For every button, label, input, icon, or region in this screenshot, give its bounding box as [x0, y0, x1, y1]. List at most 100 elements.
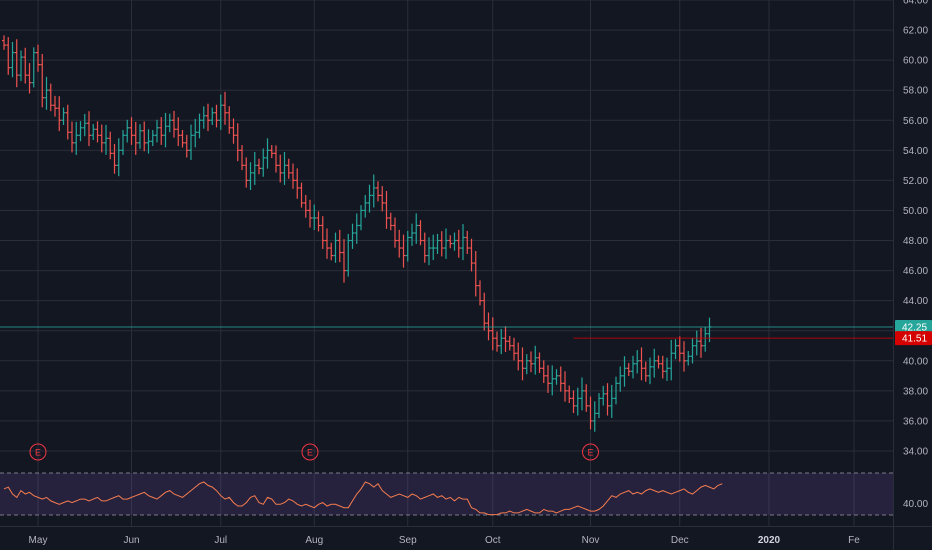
ohlc-bar[interactable]	[184, 134, 189, 158]
ohlc-bar[interactable]	[597, 393, 601, 419]
ohlc-bar[interactable]	[541, 360, 546, 383]
ohlc-bar[interactable]	[567, 385, 572, 404]
ohlc-bar[interactable]	[618, 366, 623, 392]
ohlc-bar[interactable]	[393, 217, 397, 248]
ohlc-bar[interactable]	[312, 204, 317, 231]
ohlc-bar[interactable]	[609, 384, 614, 418]
price-axis[interactable]: 34.0036.0038.0040.0042.0044.0046.0048.00…	[893, 0, 929, 550]
ohlc-bar[interactable]	[108, 131, 113, 160]
ohlc-bar[interactable]	[673, 339, 678, 360]
ohlc-bar[interactable]	[448, 235, 453, 249]
ohlc-bar[interactable]	[27, 63, 32, 94]
ohlc-bar[interactable]	[142, 121, 147, 152]
ohlc-bar[interactable]	[201, 106, 206, 129]
ohlc-bar[interactable]	[656, 355, 661, 369]
ohlc-bar[interactable]	[410, 223, 414, 246]
ohlc-bar[interactable]	[554, 369, 559, 385]
ohlc-bar[interactable]	[452, 232, 457, 251]
ohlc-bar[interactable]	[669, 339, 674, 381]
ohlc-bar[interactable]	[571, 390, 576, 414]
ohlc-bar[interactable]	[601, 385, 606, 406]
ohlc-bar[interactable]	[665, 357, 669, 381]
ohlc-bar[interactable]	[31, 47, 36, 88]
ohlc-bar[interactable]	[648, 357, 652, 385]
ohlc-bar[interactable]	[61, 107, 66, 125]
ohlc-bar[interactable]	[176, 117, 181, 147]
ohlc-bar[interactable]	[14, 39, 19, 88]
ohlc-bar[interactable]	[405, 230, 410, 262]
ohlc-bar[interactable]	[359, 205, 363, 231]
ohlc-bar[interactable]	[431, 234, 436, 261]
ohlc-bar[interactable]	[690, 337, 695, 364]
ohlc-bar[interactable]	[622, 356, 627, 387]
ohlc-bar[interactable]	[363, 194, 368, 218]
ohlc-bar[interactable]	[150, 130, 155, 147]
ohlc-bar[interactable]	[155, 119, 159, 143]
ohlc-bar[interactable]	[274, 145, 278, 173]
ohlc-bar[interactable]	[295, 168, 300, 199]
ohlc-bar[interactable]	[252, 151, 257, 185]
ohlc-bar[interactable]	[520, 347, 525, 381]
ohlc-bar[interactable]	[427, 237, 431, 266]
ohlc-bar[interactable]	[291, 163, 295, 189]
ohlc-bar[interactable]	[316, 211, 321, 232]
ohlc-bar[interactable]	[87, 111, 91, 147]
ohlc-bar[interactable]	[163, 112, 168, 148]
time-axis[interactable]: May Jun Jul Aug Sep Oct Nov Dec 2020 Fe	[0, 526, 932, 547]
ohlc-bar[interactable]	[686, 351, 691, 366]
ohlc-bar[interactable]	[299, 182, 304, 208]
ohlc-bar[interactable]	[329, 242, 334, 261]
ohlc-bar[interactable]	[74, 121, 79, 155]
ohlc-bar[interactable]	[180, 130, 185, 148]
ohlc-bar[interactable]	[660, 355, 665, 379]
ohlc-bar[interactable]	[486, 312, 491, 341]
ohlc-bar[interactable]	[320, 216, 325, 249]
ohlc-bar[interactable]	[265, 138, 270, 169]
ohlc-bar[interactable]	[588, 396, 593, 430]
ohlc-bar[interactable]	[159, 117, 164, 145]
ohlc-bar[interactable]	[558, 366, 563, 392]
ohlc-bar[interactable]	[444, 228, 448, 259]
ohlc-bar[interactable]	[473, 251, 478, 297]
ohlc-bar[interactable]	[40, 53, 45, 108]
ohlc-bar[interactable]	[342, 239, 346, 283]
ohlc-bar[interactable]	[495, 331, 499, 352]
ohlc-bar[interactable]	[499, 328, 504, 355]
ohlc-bar[interactable]	[19, 50, 23, 82]
ohlc-bar[interactable]	[367, 184, 372, 213]
ohlc-bar[interactable]	[36, 44, 40, 72]
ohlc-bar[interactable]	[350, 223, 355, 249]
ohlc-bar[interactable]	[48, 83, 53, 112]
ohlc-bar[interactable]	[269, 145, 274, 159]
ohlc-bar[interactable]	[533, 345, 538, 375]
ohlc-bar[interactable]	[227, 106, 232, 134]
ohlc-bar[interactable]	[223, 91, 227, 125]
ohlc-bar[interactable]	[605, 383, 610, 416]
ohlc-bar[interactable]	[507, 335, 512, 351]
ohlc-bar[interactable]	[125, 119, 130, 143]
ohlc-bar[interactable]	[112, 144, 117, 174]
ohlc-bar[interactable]	[210, 107, 215, 125]
ohlc-bar[interactable]	[99, 124, 104, 153]
ohlc-bar[interactable]	[303, 194, 308, 218]
ohlc-bar[interactable]	[546, 365, 550, 393]
ohlc-bar[interactable]	[308, 199, 312, 228]
ohlc-bar[interactable]	[614, 376, 618, 405]
ohlc-bar[interactable]	[10, 41, 15, 78]
ohlc-bar[interactable]	[129, 117, 134, 145]
ohlc-bar[interactable]	[592, 401, 597, 432]
ohlc-bar[interactable]	[70, 121, 74, 153]
ohlc-bar[interactable]	[282, 151, 287, 185]
ohlc-bar[interactable]	[257, 158, 261, 175]
ohlc-bar[interactable]	[401, 234, 406, 268]
ohlc-bar[interactable]	[478, 280, 482, 306]
ohlc-bar[interactable]	[580, 377, 584, 411]
ohlc-bar[interactable]	[524, 354, 529, 375]
ohlc-series[interactable]	[2, 35, 712, 432]
ohlc-bar[interactable]	[461, 224, 465, 261]
earnings-event-marker[interactable]: E	[582, 443, 599, 461]
ohlc-bar[interactable]	[333, 232, 338, 263]
ohlc-bar[interactable]	[482, 292, 487, 331]
